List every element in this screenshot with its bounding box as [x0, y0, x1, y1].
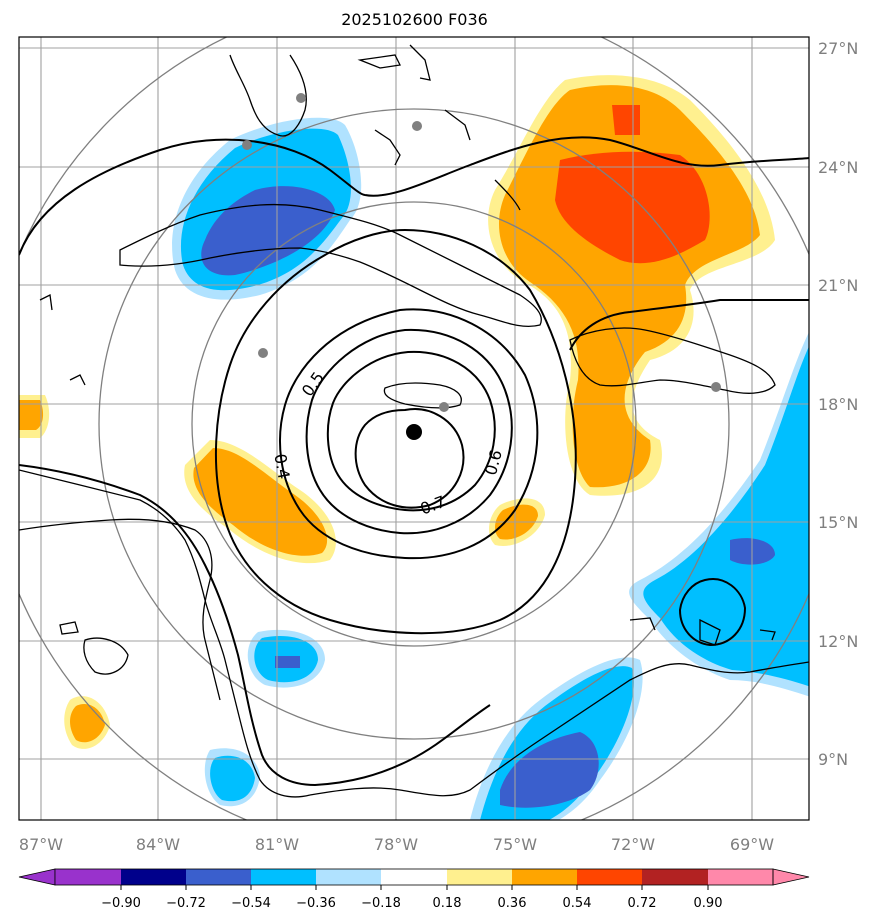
colorbar-segment: [316, 869, 381, 885]
city-markers: [242, 93, 721, 412]
colorbar-segment: [708, 869, 773, 885]
colorbar-tick-label: −0.54: [231, 896, 271, 911]
contour-outer-west: [19, 138, 366, 256]
contour-0.4: [214, 228, 577, 635]
lon-label: 84°W: [136, 835, 180, 854]
lat-label: 24°N: [818, 158, 858, 177]
range-rings: [19, 37, 809, 820]
colorbar-tick-label: 0.90: [694, 896, 723, 911]
colorbar-extend-high: [772, 868, 810, 886]
lon-label: 69°W: [730, 835, 774, 854]
lat-label: 12°N: [818, 632, 858, 651]
colorbar: −0.90 −0.72 −0.54 −0.36 −0.18 0.18 0.36 …: [18, 868, 810, 911]
lon-label: 81°W: [255, 835, 299, 854]
colorbar-segment: [55, 869, 121, 885]
lon-label: 75°W: [493, 835, 537, 854]
coastlines: [19, 44, 809, 798]
contour-label-0.4: 0.4: [270, 452, 293, 480]
lon-label: 72°W: [611, 835, 655, 854]
contour-0.5: [279, 308, 539, 560]
lon-label: 87°W: [19, 835, 63, 854]
lat-label: 9°N: [818, 750, 848, 769]
contour-0.6: [305, 328, 513, 535]
colorbar-tick-label: 0.18: [433, 896, 462, 911]
lon-label: 78°W: [374, 835, 418, 854]
colorbar-segment: [251, 869, 316, 885]
longitude-labels: 87°W 84°W 81°W 78°W 75°W 72°W 69°W: [19, 835, 774, 854]
colorbar-tick-label: −0.72: [166, 896, 206, 911]
colorbar-tick-label: −0.36: [296, 896, 336, 911]
colorbar-tick-label: 0.54: [563, 896, 592, 911]
contour-lines: [19, 136, 809, 787]
contour-0.7: [354, 408, 465, 509]
lat-label: 27°N: [818, 39, 858, 58]
colorbar-tick-label: −0.18: [361, 896, 401, 911]
lat-label: 18°N: [818, 395, 858, 414]
storm-center-marker: [406, 424, 422, 440]
lat-label: 15°N: [818, 513, 858, 532]
colorbar-segment: [512, 869, 577, 885]
map-title: 2025102600 F036: [341, 10, 488, 29]
colorbar-segment: [381, 869, 447, 885]
colorbar-segment: [186, 869, 251, 885]
colorbar-tick-label: −0.90: [101, 896, 141, 911]
colorbar-segment: [642, 869, 708, 885]
latitude-labels: 27°N 24°N 21°N 18°N 15°N 12°N 9°N: [818, 39, 858, 769]
colorbar-segment: [447, 869, 512, 885]
lat-label: 21°N: [818, 276, 858, 295]
colorbar-tick-label: 0.36: [498, 896, 527, 911]
strong-positive-core-east: [555, 151, 710, 264]
colorbar-segment: [121, 869, 186, 885]
colorbar-extend-low: [18, 868, 56, 886]
colorbar-tick-label: 0.72: [628, 896, 657, 911]
colorbar-segment: [577, 869, 642, 885]
map-frame: [18, 36, 810, 821]
